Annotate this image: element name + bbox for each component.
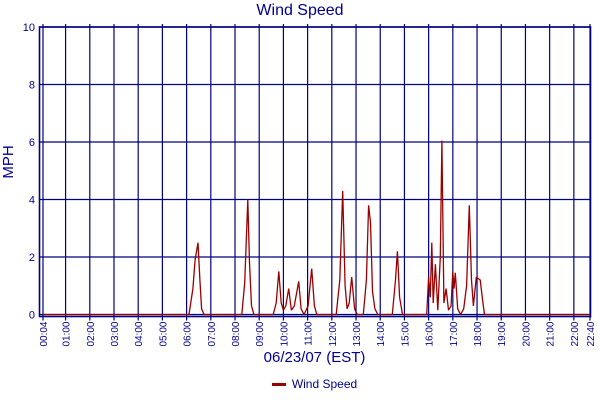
svg-text:07:00: 07:00 xyxy=(207,321,218,346)
chart-title: Wind Speed xyxy=(256,2,344,19)
svg-text:2: 2 xyxy=(29,252,35,264)
svg-text:17:00: 17:00 xyxy=(449,321,460,346)
svg-text:16:00: 16:00 xyxy=(425,321,436,346)
svg-text:15:00: 15:00 xyxy=(400,321,411,346)
svg-text:18:00: 18:00 xyxy=(473,321,484,346)
svg-text:02:00: 02:00 xyxy=(86,321,97,346)
svg-text:09:00: 09:00 xyxy=(255,321,266,346)
svg-text:10:00: 10:00 xyxy=(279,321,290,346)
svg-text:21:00: 21:00 xyxy=(546,321,557,346)
svg-text:8: 8 xyxy=(29,80,35,92)
svg-text:14:00: 14:00 xyxy=(376,321,387,346)
svg-text:0: 0 xyxy=(29,310,35,322)
svg-text:19:00: 19:00 xyxy=(497,321,508,346)
wind-speed-line xyxy=(43,140,591,316)
plot-border xyxy=(38,26,592,318)
svg-text:03:00: 03:00 xyxy=(110,321,121,346)
gridlines xyxy=(39,26,591,317)
svg-text:13:00: 13:00 xyxy=(352,321,363,346)
x-axis-label: 06/23/07 (EST) xyxy=(263,349,366,366)
svg-text:4: 4 xyxy=(29,195,35,207)
svg-text:22:40: 22:40 xyxy=(586,321,597,346)
svg-text:12:00: 12:00 xyxy=(328,321,339,346)
svg-text:01:00: 01:00 xyxy=(62,321,73,346)
svg-text:04:00: 04:00 xyxy=(134,321,145,346)
legend-label: Wind Speed xyxy=(291,377,358,391)
svg-text:00:04: 00:04 xyxy=(39,321,50,346)
svg-text:22:00: 22:00 xyxy=(570,321,581,346)
y-tick-labels: 0 2 4 6 8 10 xyxy=(23,22,35,322)
legend: Wind Speed xyxy=(38,377,591,391)
svg-text:20:00: 20:00 xyxy=(521,321,532,346)
svg-text:6: 6 xyxy=(29,137,35,149)
svg-text:08:00: 08:00 xyxy=(231,321,242,346)
axis-ticks xyxy=(42,24,591,321)
svg-text:10: 10 xyxy=(23,22,35,34)
legend-line-swatch xyxy=(271,382,286,386)
svg-text:05:00: 05:00 xyxy=(158,321,169,346)
svg-text:06:00: 06:00 xyxy=(183,321,194,346)
x-tick-labels: 00:04 01:00 02:00 03:00 04:00 05:00 06:00 07:00… xyxy=(39,321,597,346)
svg-text:11:00: 11:00 xyxy=(304,321,315,346)
